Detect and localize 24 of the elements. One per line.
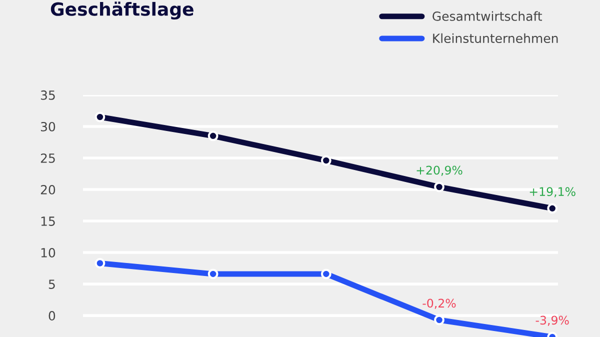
y-tick-label: 30	[40, 122, 56, 132]
annotation: -3,9%	[536, 316, 569, 326]
point	[320, 155, 332, 166]
annotation: -0,2%	[422, 298, 456, 309]
legend-label: Gesamtwirtschaft	[432, 11, 542, 21]
point	[547, 203, 558, 214]
legend-label: Kleinstunternehmen	[433, 33, 558, 44]
point	[94, 112, 106, 122]
point	[320, 268, 332, 280]
point	[208, 268, 218, 280]
y-tick-label: 10	[41, 248, 56, 258]
y-tick-label: 25	[40, 153, 55, 163]
point	[94, 258, 106, 268]
point	[434, 314, 444, 326]
y-tick-label: 5	[48, 280, 55, 289]
point	[208, 130, 218, 142]
y-tick-label: 15	[41, 216, 55, 226]
y-tick-label: 0	[48, 311, 56, 320]
y-tick-label: 35	[40, 90, 55, 100]
annotation: +19,1%	[530, 187, 576, 198]
y-tick-label: 20	[40, 184, 56, 194]
annotation: +20,9%	[416, 166, 462, 176]
point	[434, 182, 444, 192]
chart-title: Geschäftslage	[50, 2, 194, 20]
